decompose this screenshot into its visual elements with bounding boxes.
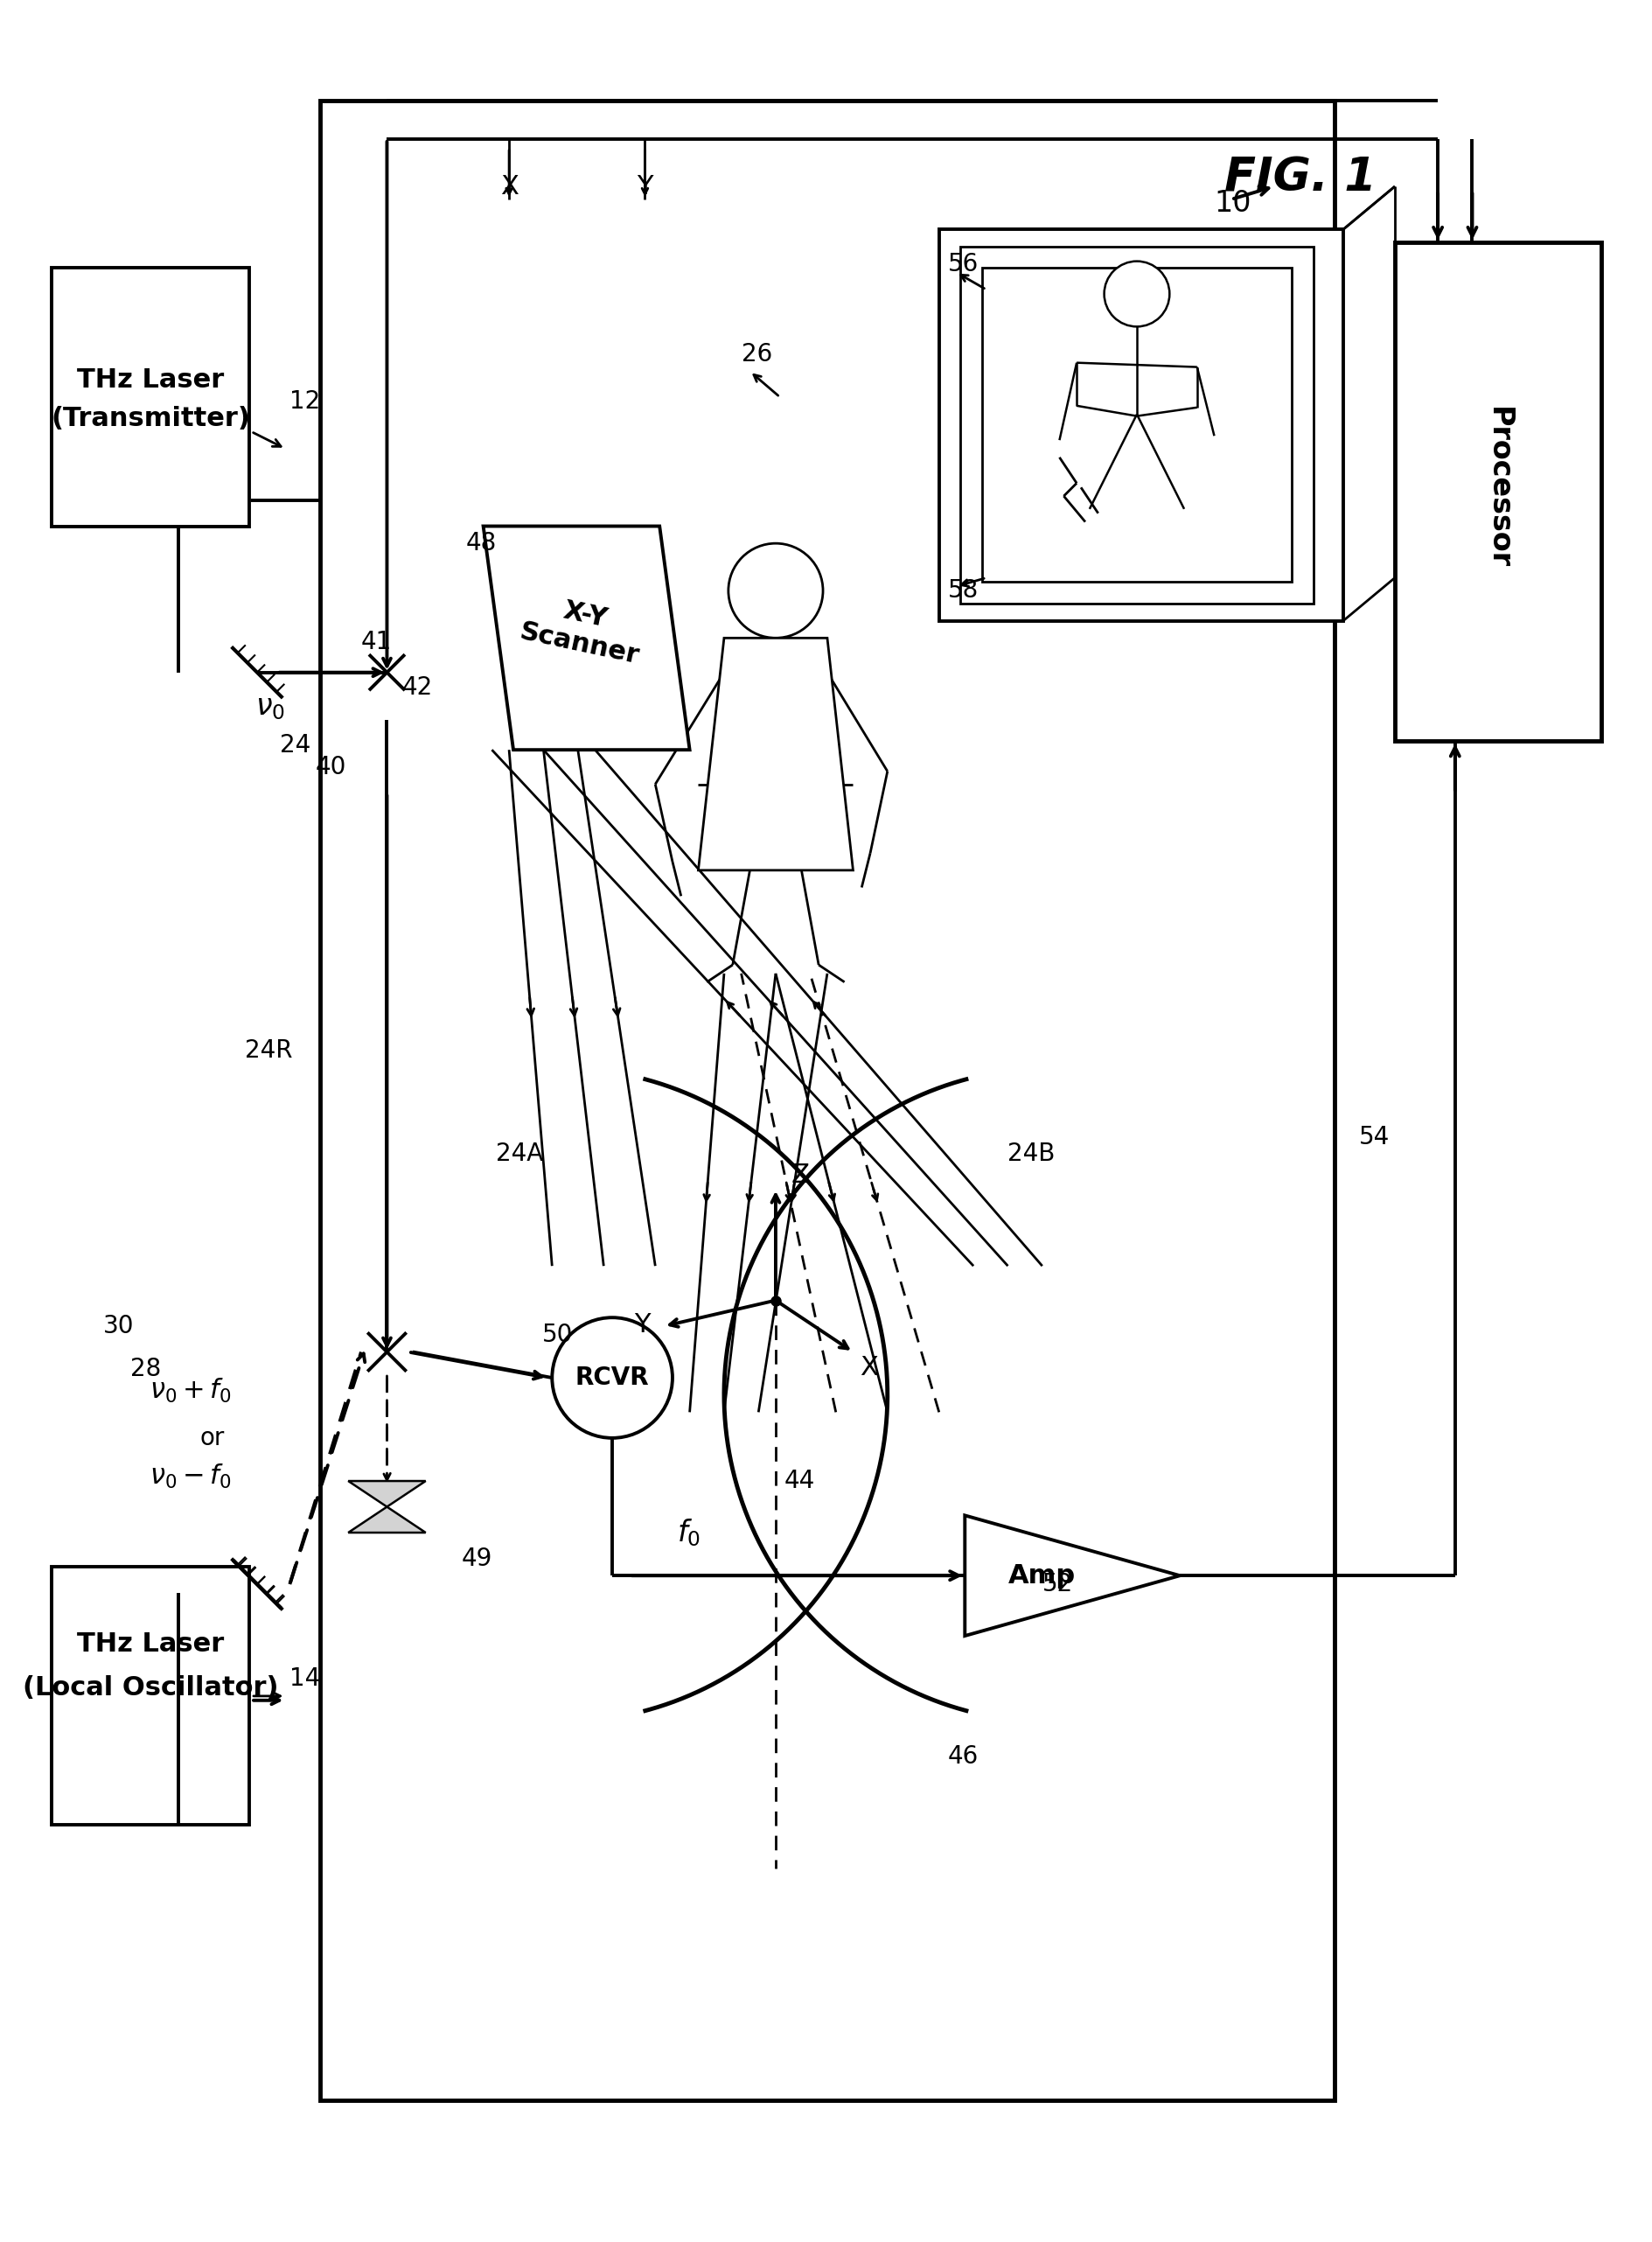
Text: 12: 12 [289, 390, 320, 415]
Circle shape [729, 543, 823, 639]
Bar [938, 229, 1343, 621]
Text: 54: 54 [1358, 1125, 1389, 1150]
Text: $\nu_0+f_0$: $\nu_0+f_0$ [150, 1377, 231, 1406]
Text: 40: 40 [316, 756, 347, 780]
Polygon shape [349, 1507, 426, 1534]
Text: 44: 44 [785, 1469, 814, 1493]
Text: Y: Y [638, 173, 653, 200]
Text: 58: 58 [948, 578, 978, 603]
Text: RCVR: RCVR [575, 1365, 649, 1390]
Text: X: X [501, 173, 519, 200]
Text: (Local Oscillator): (Local Oscillator) [23, 1675, 278, 1699]
Text: 28: 28 [131, 1356, 162, 1381]
Text: 14: 14 [289, 1666, 320, 1690]
Text: 24A: 24A [496, 1141, 544, 1166]
Text: X-Y
Scanner: X-Y Scanner [517, 590, 648, 668]
Polygon shape [699, 639, 852, 870]
Text: 56: 56 [948, 251, 978, 276]
Text: 24B: 24B [1008, 1141, 1056, 1166]
Text: or: or [200, 1426, 225, 1451]
Text: THz Laser: THz Laser [78, 1632, 225, 1657]
Circle shape [1104, 262, 1170, 327]
Bar [960, 247, 1313, 603]
Bar [981, 269, 1292, 583]
Text: $\nu_0-f_0$: $\nu_0-f_0$ [150, 1462, 231, 1491]
Bar [320, 101, 1335, 2101]
Text: (Transmitter): (Transmitter) [51, 406, 249, 430]
Text: $\nu_0$: $\nu_0$ [254, 693, 284, 722]
Text: 50: 50 [542, 1323, 573, 1347]
Bar [51, 1567, 249, 1825]
Text: 26: 26 [742, 341, 771, 365]
Text: 10: 10 [1214, 188, 1252, 217]
Text: 24R: 24R [244, 1038, 292, 1063]
Text: 48: 48 [466, 531, 497, 556]
Text: X: X [861, 1354, 879, 1381]
Text: Z: Z [791, 1164, 809, 1188]
Text: Y: Y [634, 1312, 649, 1336]
Text: Processor: Processor [1483, 406, 1513, 569]
Text: Amp: Amp [1008, 1563, 1075, 1587]
Text: 30: 30 [102, 1314, 134, 1338]
Text: 42: 42 [401, 675, 433, 700]
Text: THz Laser: THz Laser [78, 368, 225, 392]
Text: FIG. 1: FIG. 1 [1224, 155, 1376, 200]
Text: 41: 41 [362, 630, 392, 655]
Text: 49: 49 [463, 1547, 492, 1572]
Polygon shape [484, 527, 689, 749]
Circle shape [552, 1318, 672, 1437]
Polygon shape [965, 1516, 1180, 1637]
Polygon shape [349, 1482, 426, 1507]
Bar [51, 269, 249, 527]
Text: $f_0$: $f_0$ [677, 1518, 700, 1549]
Text: 52: 52 [1042, 1572, 1074, 1596]
Text: 24: 24 [279, 733, 311, 758]
Text: 46: 46 [948, 1744, 978, 1769]
Bar [1394, 242, 1601, 742]
